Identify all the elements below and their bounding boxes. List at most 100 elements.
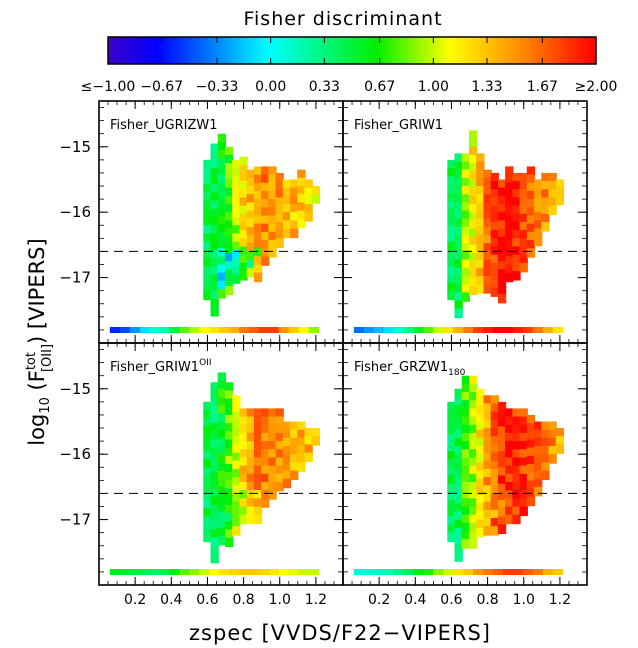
heatmap-cell [290,462,299,472]
y-label-sup: tot [24,352,39,370]
heatmap-cell [290,470,299,481]
summary-bin [129,327,141,333]
heatmap-cell [476,284,485,294]
heatmap-cell [268,248,277,258]
heatmap-cell [468,171,478,181]
heatmap-cell [217,372,227,382]
heatmap-cell [232,274,241,284]
heatmap-cell [447,249,456,260]
heatmap-cell [217,150,227,160]
heatmap-cell [246,235,255,245]
heatmap-cell [224,521,234,531]
heatmap-cell [534,454,543,464]
heatmap-cell [526,431,536,441]
heatmap-cell [447,274,456,284]
heatmap-cell [541,213,550,224]
heatmap-cell [268,239,277,250]
heatmap-cell [512,172,521,183]
heatmap-cell [497,442,507,453]
summary-bin [229,569,240,575]
heatmap-cell [476,194,485,204]
heatmap-cell [297,186,306,196]
heatmap-cell [454,259,463,270]
heatmap-cell [282,454,292,464]
heatmap-cell [275,213,284,224]
summary-bin [139,569,151,575]
heatmap-cell [447,290,456,301]
heatmap-cell [268,473,277,484]
heatmap-cell [447,410,456,420]
heatmap-cell [210,529,219,539]
heatmap-cell [505,408,514,418]
summary-bin [179,569,190,575]
summary-bin [249,569,260,575]
heatmap-cell [261,190,270,201]
heatmap-cell [210,521,219,531]
heatmap-cell [483,284,492,294]
heatmap-cell [505,416,514,427]
heatmap-cell [304,452,313,463]
heatmap-cell [261,424,270,435]
heatmap-cell [268,490,277,500]
heatmap-cell [210,553,219,564]
heatmap-cell [497,228,507,239]
heatmap-cell [476,243,485,253]
summary-bin [512,569,524,575]
heatmap-cell [519,222,528,232]
heatmap-cell [217,413,227,423]
heatmap-cell [217,190,227,201]
heatmap-cell [490,411,499,422]
heatmap-cell [490,230,499,240]
heatmap-cell [490,493,499,503]
x-tick-label: 1.0 [269,592,291,608]
heatmap-cell [454,454,463,464]
heatmap-cell [297,202,306,212]
heatmap-cell [203,274,212,284]
heatmap-cell [282,437,292,448]
heatmap-cell [490,403,499,413]
heatmap-cell [275,172,284,183]
heatmap-cell [461,457,471,467]
heatmap-cell [246,202,255,212]
heatmap-cell [203,491,212,502]
heatmap-cell [497,524,507,534]
heatmap-cell [534,446,543,456]
heatmap-cell [224,496,234,507]
heatmap-cell [548,454,557,464]
heatmap-cell [483,226,492,237]
heatmap-cell [497,244,507,255]
heatmap-cell [275,189,284,199]
heatmap-cell [311,194,321,204]
heatmap-cell [526,207,536,217]
heatmap-cell [203,532,212,543]
heatmap-cell [232,452,241,463]
heatmap-cell [461,284,471,294]
heatmap-cell [476,495,485,505]
heatmap-cell [497,293,507,304]
heatmap-cell [476,210,485,221]
summary-bin [239,569,250,575]
heatmap-cell [232,266,241,276]
summary-bin [552,569,564,575]
heatmap-cell [253,207,263,217]
panel-frame [342,342,588,586]
heatmap-cell [461,432,471,443]
summary-bin [373,569,385,575]
summary-bin [288,569,300,575]
y-tick-label: −15 [59,380,91,398]
heatmap-cell [461,275,471,286]
summary-strip [109,569,320,575]
heatmap-cell [505,207,514,217]
heatmap-cell [217,429,227,440]
heatmap-cell [261,432,270,443]
summary-bin [308,327,320,333]
summary-bin [393,327,405,333]
x-tick-label: 0.4 [404,592,426,608]
heatmap-cell [275,432,284,443]
summary-bin [149,327,161,333]
heatmap-cell [297,454,306,464]
summary-bin [268,569,280,575]
heatmap-cell [490,477,499,487]
heatmap-cell [505,473,514,484]
summary-bin [159,569,170,575]
